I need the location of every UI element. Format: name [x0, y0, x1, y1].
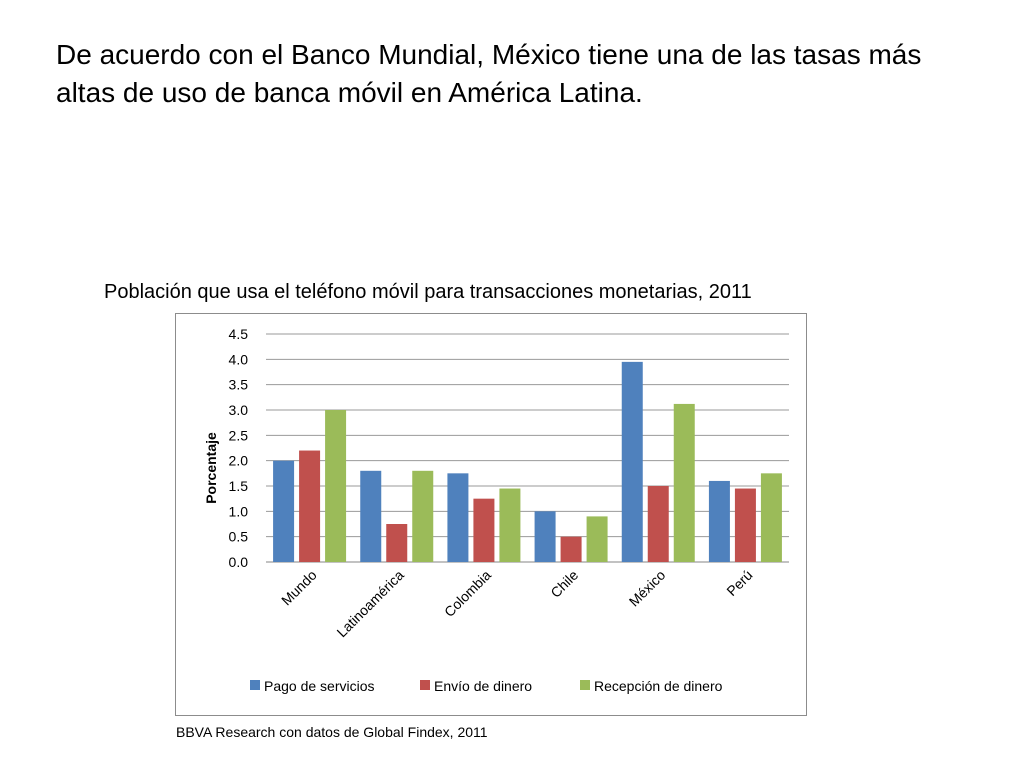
- bar: [621, 361, 643, 562]
- legend: Pago de servicios Envío de dinero Recepció…: [250, 678, 723, 694]
- source-note: BBVA Research con datos de Global Findex…: [176, 724, 488, 740]
- bar-chart: 0.0 0.5 1.0 1.5 2.0 2.5 3.0 3.5 4.0 4.5 Mundo Lati…: [203, 326, 789, 694]
- x-tick-label: Latinoamérica: [333, 567, 407, 641]
- bar: [325, 410, 347, 562]
- bar: [273, 460, 295, 562]
- y-tick-label: 2.5: [229, 427, 249, 443]
- gridlines: [266, 333, 789, 563]
- slide-title: De acuerdo con el Banco Mundial, México …: [56, 39, 922, 108]
- chart-title: Población que usa el teléfono móvil para…: [104, 281, 752, 303]
- x-tick-labels: Mundo Latinoamérica Colombia Chile México Per…: [278, 567, 755, 641]
- y-tick-label: 3.0: [229, 402, 249, 418]
- legend-label: Envío de dinero: [434, 678, 532, 694]
- y-axis-label: Porcentaje: [203, 432, 219, 504]
- bar: [447, 473, 469, 562]
- x-tick-label: Chile: [547, 567, 581, 601]
- bar: [708, 480, 730, 562]
- bar: [473, 498, 495, 562]
- legend-swatch: [250, 680, 260, 690]
- y-tick-label: 1.0: [229, 503, 249, 519]
- bar: [360, 470, 382, 562]
- bar: [647, 486, 669, 562]
- y-tick-label: 0.0: [229, 554, 249, 570]
- x-tick-label: Colombia: [441, 567, 494, 620]
- legend-swatch: [420, 680, 430, 690]
- legend-swatch: [580, 680, 590, 690]
- y-tick-label: 2.0: [229, 453, 249, 469]
- bar: [299, 450, 321, 562]
- bar: [734, 488, 756, 562]
- legend-label: Pago de servicios: [264, 678, 375, 694]
- bar: [586, 516, 608, 562]
- bar: [760, 473, 782, 562]
- y-tick-labels: 0.0 0.5 1.0 1.5 2.0 2.5 3.0 3.5 4.0 4.5: [229, 326, 249, 570]
- y-tick-label: 4.0: [229, 351, 249, 367]
- y-tick-label: 3.5: [229, 377, 249, 393]
- bar: [673, 403, 695, 562]
- chart-container: 0.0 0.5 1.0 1.5 2.0 2.5 3.0 3.5 4.0 4.5 Mundo Lati…: [175, 313, 807, 716]
- x-tick-label: Perú: [723, 567, 755, 599]
- legend-label: Recepción de dinero: [594, 678, 723, 694]
- x-tick-label: Mundo: [278, 567, 320, 609]
- bar: [534, 511, 556, 562]
- bar: [499, 488, 521, 562]
- bar: [560, 536, 582, 562]
- x-tick-label: México: [626, 567, 669, 610]
- bar: [386, 524, 408, 562]
- y-tick-label: 0.5: [229, 529, 249, 545]
- y-tick-label: 4.5: [229, 326, 249, 342]
- bars: [273, 361, 782, 562]
- y-tick-label: 1.5: [229, 478, 249, 494]
- bar: [412, 470, 434, 562]
